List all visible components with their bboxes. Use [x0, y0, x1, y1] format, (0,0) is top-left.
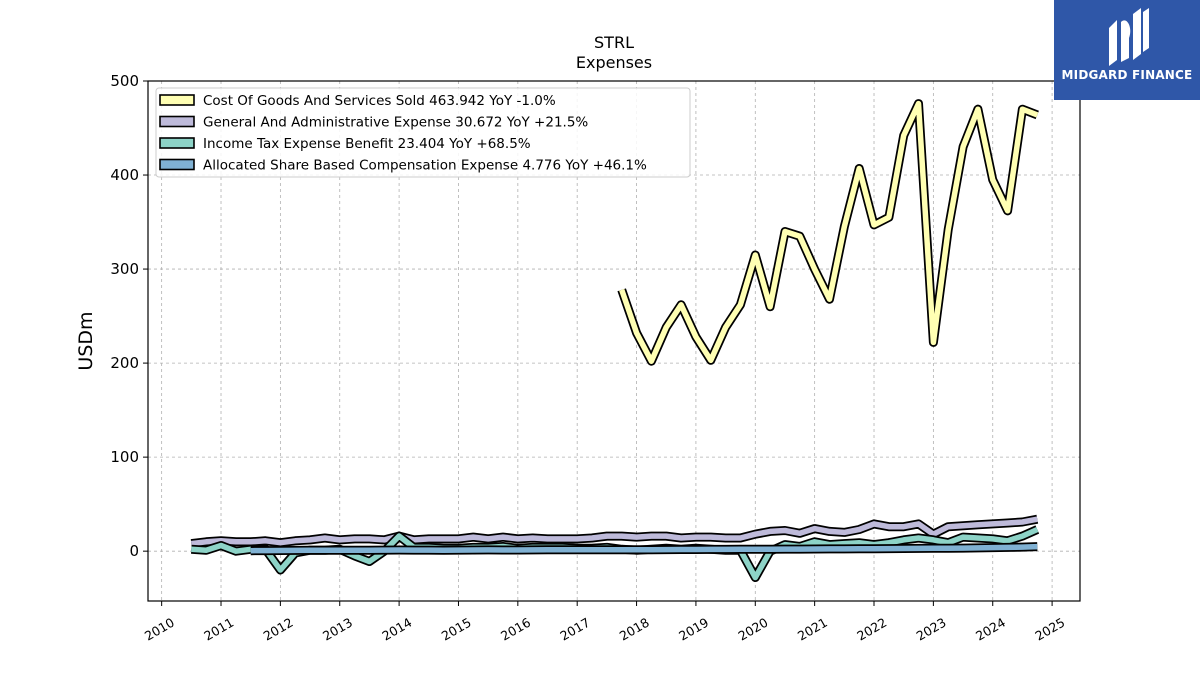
- y-tick-label: 200: [110, 354, 139, 372]
- x-tick-label: 2011: [201, 615, 236, 644]
- x-tick-label: 2021: [795, 615, 830, 644]
- legend-swatch: [159, 115, 195, 128]
- legend-swatch: [159, 137, 195, 149]
- y-tick-label: 400: [110, 166, 139, 184]
- x-tick-label: 2015: [439, 615, 474, 644]
- series-lines: [190, 99, 1040, 582]
- plot-frame: [147, 80, 1081, 602]
- logo-text: MIDGARD FINANCE: [1061, 68, 1193, 82]
- legend-box: [155, 87, 691, 178]
- x-tick-label: 2025: [1032, 615, 1067, 644]
- series-line: [250, 543, 1038, 554]
- series-1: [190, 514, 1039, 549]
- legend: Cost Of Goods And Services Sold 463.942 …: [155, 87, 691, 178]
- legend-swatch: [159, 94, 195, 106]
- legend-entry: Cost Of Goods And Services Sold 463.942 …: [203, 93, 556, 109]
- midgard-logo-icon: [1109, 8, 1149, 66]
- x-tick-label: 2020: [736, 615, 771, 644]
- y-axis-label: USDm: [75, 311, 97, 370]
- x-tick-label: 2013: [320, 615, 355, 644]
- series-3: [250, 542, 1038, 556]
- series-line: [619, 100, 1039, 364]
- x-tick-label: 2014: [379, 615, 414, 644]
- x-tick-label: 2019: [676, 615, 711, 644]
- y-tick-label: 100: [110, 448, 139, 466]
- x-tick-label: 2018: [617, 615, 652, 644]
- legend-entry: General And Administrative Expense 30.67…: [203, 115, 588, 131]
- x-tick-label: 2017: [557, 615, 592, 644]
- x-tick-label: 2022: [854, 615, 889, 644]
- legend-swatch: [159, 158, 195, 171]
- midgard-finance-logo: MIDGARD FINANCE: [1054, 0, 1200, 100]
- legend-entry: Allocated Share Based Compensation Expen…: [203, 158, 647, 174]
- series-line: [190, 516, 1038, 547]
- y-tick-label: 500: [110, 72, 139, 90]
- series-0: [617, 99, 1039, 366]
- x-tick-label: 2012: [261, 615, 296, 644]
- x-tick-label: 2010: [142, 615, 177, 644]
- x-tick-label: 2016: [498, 615, 533, 644]
- x-tick-label: 2024: [973, 615, 1008, 644]
- chart-title: STRL: [594, 33, 634, 52]
- legend-entry: Income Tax Expense Benefit 23.404 YoY +6…: [203, 136, 531, 152]
- chart-subtitle: Expenses: [576, 53, 652, 72]
- y-tick-label: 300: [110, 260, 139, 278]
- x-tick-label: 2023: [914, 615, 949, 644]
- y-tick-label: 0: [129, 542, 139, 560]
